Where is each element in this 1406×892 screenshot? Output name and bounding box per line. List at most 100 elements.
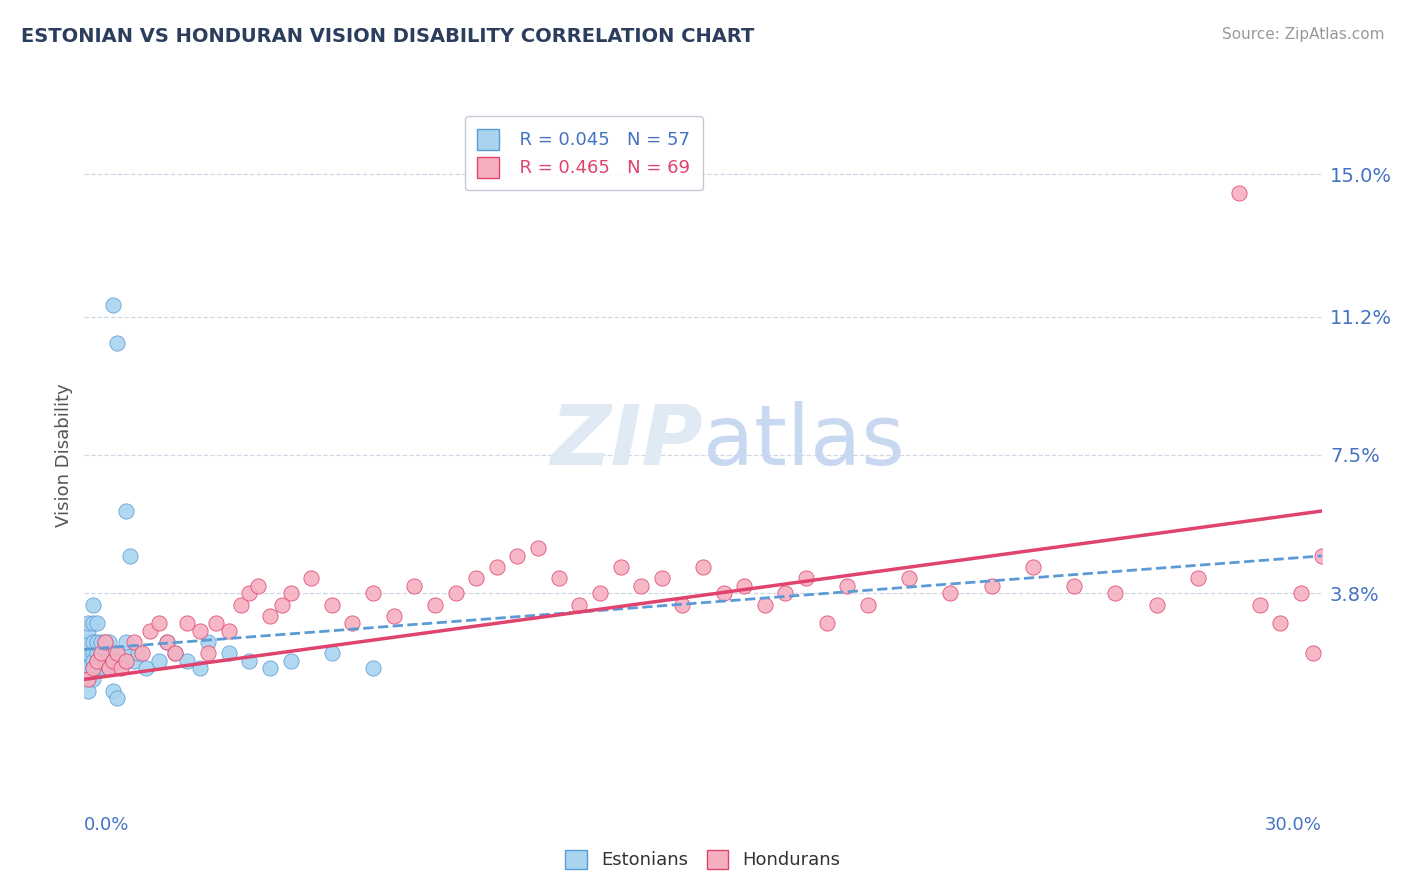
Point [1270,616,1292,631]
Point [114,635,136,649]
Point [156,635,179,649]
Point [94,661,117,675]
Point [1227,186,1250,200]
Point [361,661,384,675]
Point [103,298,125,312]
Point [713,586,735,600]
Point [485,560,508,574]
Point [246,579,269,593]
Point [188,624,211,638]
Point [1249,598,1271,612]
Point [98,661,121,675]
Point [815,616,838,631]
Point [105,691,128,706]
Point [259,608,281,623]
Point [423,598,446,612]
Point [794,571,817,585]
Text: ZIP: ZIP [550,401,703,482]
Point [197,635,219,649]
Y-axis label: Vision Disability: Vision Disability [55,383,73,527]
Point [114,504,136,518]
Point [156,635,179,649]
Point [105,335,128,350]
Point [205,616,228,631]
Point [165,646,187,660]
Point [589,586,612,600]
Point [131,646,153,660]
Point [90,646,112,660]
Point [280,586,302,600]
Point [1146,598,1168,612]
Point [176,616,198,631]
Point [271,598,294,612]
Point [118,549,141,563]
Point [444,586,467,600]
Point [465,571,488,585]
Point [82,661,104,675]
Point [94,654,117,668]
Point [110,654,132,668]
Point [90,635,112,649]
Point [86,616,108,631]
Point [1310,549,1333,563]
Point [90,661,112,675]
Text: 30.0%: 30.0% [1265,816,1322,834]
Legend:   R = 0.045   N = 57,   R = 0.465   N = 69: R = 0.045 N = 57, R = 0.465 N = 69 [464,116,703,190]
Point [94,635,117,649]
Point [176,654,198,668]
Point [82,661,104,675]
Point [238,586,260,600]
Point [86,661,108,675]
Point [754,598,776,612]
Point [86,646,108,660]
Point [1104,586,1126,600]
Point [77,654,100,668]
Point [77,635,100,649]
Point [939,586,962,600]
Point [114,654,136,668]
Point [568,598,591,612]
Point [148,654,170,668]
Point [671,598,693,612]
Point [188,661,211,675]
Point [238,654,260,668]
Point [361,586,384,600]
Point [1187,571,1209,585]
Point [77,673,100,687]
Point [103,683,125,698]
Point [127,646,149,660]
Point [1289,586,1312,600]
Point [148,616,170,631]
Point [114,646,136,660]
Point [321,646,343,660]
Point [82,635,104,649]
Legend: Estonians, Hondurans: Estonians, Hondurans [557,841,849,879]
Point [77,646,100,660]
Point [82,673,104,687]
Text: Source: ZipAtlas.com: Source: ZipAtlas.com [1222,27,1385,42]
Point [77,616,100,631]
Point [218,624,240,638]
Point [229,598,252,612]
Point [122,654,145,668]
Point [122,635,145,649]
Text: 0.0%: 0.0% [84,816,129,834]
Point [103,646,125,660]
Point [775,586,797,600]
Point [547,571,569,585]
Point [609,560,631,574]
Point [82,646,104,660]
Point [82,616,104,631]
Point [980,579,1002,593]
Point [404,579,426,593]
Point [94,635,117,649]
Point [218,646,240,660]
Point [103,654,125,668]
Point [77,683,100,698]
Point [692,560,714,574]
Point [139,624,162,638]
Point [321,598,343,612]
Point [259,661,281,675]
Point [197,646,219,660]
Point [299,571,322,585]
